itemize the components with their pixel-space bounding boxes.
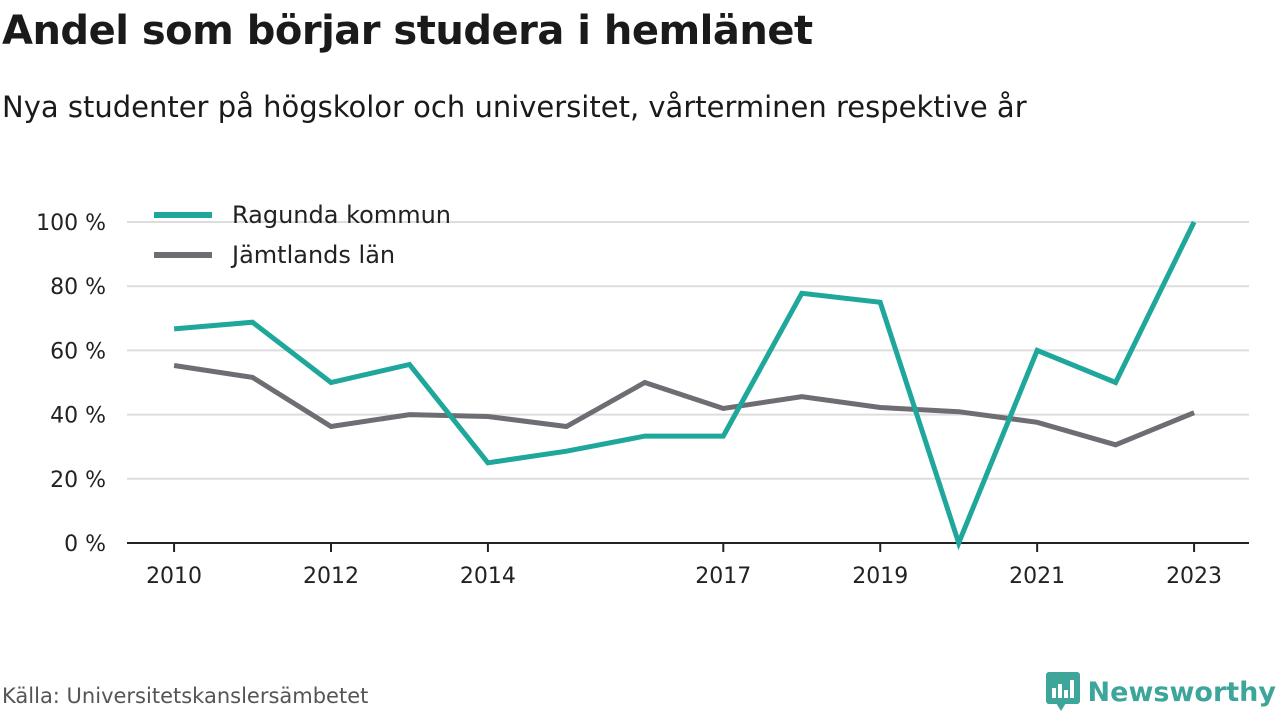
y-tick-label: 60 %	[50, 339, 106, 364]
x-tick-label: 2017	[695, 564, 751, 589]
series-line-ragunda	[173, 220, 1197, 551]
series-line-jamtland	[173, 363, 1196, 448]
x-tick-label: 2021	[1009, 564, 1065, 589]
bar-chart-speech-bubble-icon	[1045, 672, 1080, 711]
brand-logo: Newsworthy	[1045, 672, 1276, 712]
chart-subtitle: Nya studenter på högskolor och universit…	[2, 90, 1027, 124]
legend-label: Jämtlands län	[230, 241, 395, 269]
source-note: Källa: Universitetskanslersämbetet	[2, 684, 369, 708]
grid-lines	[127, 221, 1249, 480]
y-tick-label: 80 %	[50, 275, 106, 300]
y-tick-label: 40 %	[50, 404, 106, 429]
y-axis-labels: 0 % 20 % 40 % 60 % 80 % 100 %	[36, 211, 106, 557]
x-tick-label: 2012	[303, 564, 359, 589]
brand-name: Newsworthy	[1087, 676, 1276, 708]
x-tick-label: 2014	[460, 564, 516, 589]
x-tick-label: 2019	[852, 564, 908, 589]
y-tick-label: 0 %	[64, 532, 106, 557]
x-axis-labels: 2010 2012 2014 2017 2019 2021 2023	[146, 564, 1222, 589]
chart-title: Andel som börjar studera i hemlänet	[2, 8, 813, 54]
legend-label: Ragunda kommun	[232, 201, 451, 229]
series-lines	[173, 220, 1197, 551]
x-axis	[127, 542, 1249, 552]
legend: Ragunda kommun Jämtlands län	[154, 201, 451, 269]
x-tick-label: 2023	[1166, 564, 1222, 589]
x-tick-label: 2010	[146, 564, 202, 589]
y-tick-label: 100 %	[36, 211, 106, 236]
y-tick-label: 20 %	[50, 468, 106, 493]
